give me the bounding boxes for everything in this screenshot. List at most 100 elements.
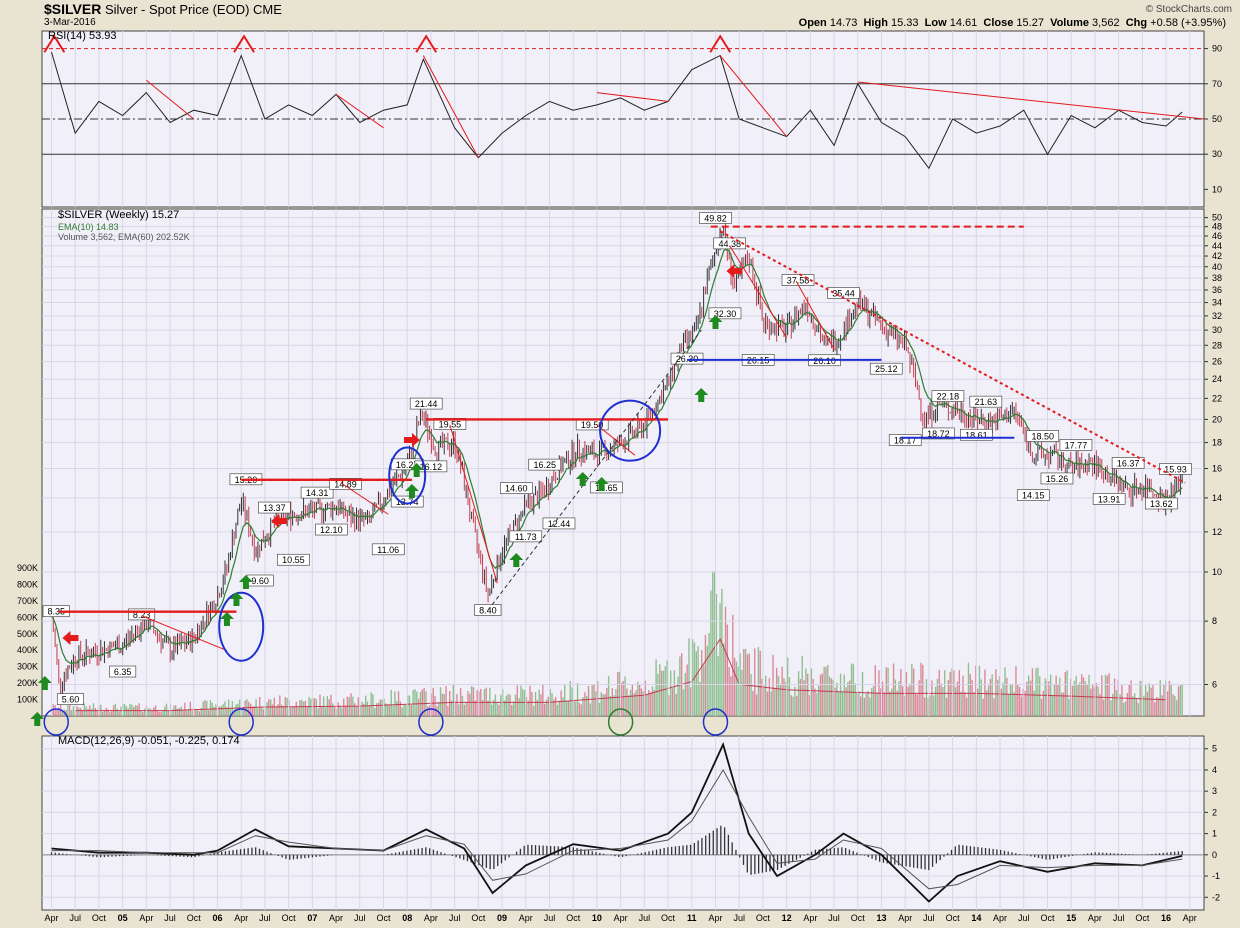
arrow-up-icon xyxy=(409,463,424,477)
price-label: 37.58 xyxy=(787,276,810,286)
price-tick-label: 32 xyxy=(1212,311,1222,321)
arrow-left-icon xyxy=(403,433,420,447)
price-label: 10.55 xyxy=(282,555,305,565)
rsi-trendline xyxy=(335,93,384,129)
arrow-left-icon xyxy=(271,514,288,528)
x-tick-label: Jul xyxy=(69,913,81,923)
date-circle xyxy=(418,708,444,736)
arrow-up-icon xyxy=(575,472,590,486)
x-tick-label: 11 xyxy=(687,913,697,923)
macd-tick-label: 2 xyxy=(1212,807,1217,817)
price-label-box xyxy=(922,427,955,440)
highlight-circle xyxy=(388,446,427,505)
price-tick-label: 8 xyxy=(1212,616,1217,626)
price-label-box xyxy=(888,434,922,446)
symbol: $SILVER xyxy=(44,1,102,17)
x-tick-label: Oct xyxy=(1040,913,1055,923)
price-label: 12.44 xyxy=(548,519,571,529)
macd-line xyxy=(51,741,1183,903)
price-label: 18.50 xyxy=(1031,432,1054,442)
price-label: 19.55 xyxy=(439,419,462,429)
price-label: 22.18 xyxy=(937,392,960,402)
arrow-up-icon xyxy=(708,315,723,329)
price-label-box xyxy=(713,237,747,250)
x-tick-label: Jul xyxy=(1113,913,1125,923)
price-tick-label: 10 xyxy=(1212,567,1222,577)
macd-tick-label: 0 xyxy=(1212,850,1217,860)
price-label: 21.63 xyxy=(975,397,998,407)
price-trendline xyxy=(340,482,389,515)
price-label-box xyxy=(670,352,704,365)
x-tick-label: Apr xyxy=(234,913,248,923)
uptrend-dashed-line xyxy=(487,329,702,611)
volume-tick-label: 400K xyxy=(17,645,38,655)
x-tick-label: Apr xyxy=(803,913,817,923)
price-label: 49.82 xyxy=(704,213,727,223)
macd-tick-label: 4 xyxy=(1212,765,1217,775)
x-tick-label: Jul xyxy=(639,913,651,923)
x-tick-label: Jul xyxy=(259,913,271,923)
x-tick-label: Oct xyxy=(1135,913,1150,923)
low-value: 14.61 xyxy=(949,17,978,29)
panel-1 xyxy=(41,208,1205,717)
price-label: 16.37 xyxy=(1117,458,1140,468)
price-label: 14.15 xyxy=(1022,491,1045,501)
x-tick-label: Oct xyxy=(376,913,391,923)
change-value: +0.58 (+3.95%) xyxy=(1150,17,1226,29)
x-tick-label: Jul xyxy=(164,913,176,923)
highlight-circle xyxy=(599,399,662,462)
close-value: 15.27 xyxy=(1016,17,1044,29)
macd-tick-label: 3 xyxy=(1212,786,1217,796)
arrow-up-icon xyxy=(404,484,419,498)
volume-legend: Volume 3,562, EMA(60) 202.52K xyxy=(58,232,190,242)
x-tick-label: Apr xyxy=(139,913,153,923)
price-label: 5.60 xyxy=(62,695,80,705)
price-label-box xyxy=(371,543,405,556)
volume-tick-label: 600K xyxy=(17,612,38,622)
rsi-trendline xyxy=(857,81,1205,120)
x-tick-label: 15 xyxy=(1066,913,1076,923)
price-label-box xyxy=(109,665,137,678)
price-label-box xyxy=(509,530,543,543)
x-tick-label: Apr xyxy=(44,913,58,923)
chart-date: 3-Mar-2016 xyxy=(44,17,96,28)
arrow-up-icon xyxy=(594,477,609,491)
price-label-box xyxy=(1016,489,1050,501)
price-label: 6.35 xyxy=(114,667,132,677)
x-tick-label: Apr xyxy=(519,913,533,923)
rsi-trendline xyxy=(596,92,669,102)
open-value: 14.73 xyxy=(829,17,858,29)
price-tick-label: 18 xyxy=(1212,438,1222,448)
macd-legend: MACD(12,26,9) -0.051, -0.225, 0.174 xyxy=(58,735,240,747)
ema-legend: EMA(10) 14.83 xyxy=(58,222,119,232)
price-label: 14.31 xyxy=(306,488,329,498)
price-trendline xyxy=(141,615,228,652)
price-label: 14.89 xyxy=(334,479,357,489)
x-tick-label: Apr xyxy=(614,913,628,923)
price-label-box xyxy=(708,307,742,320)
price-label-box xyxy=(329,478,362,490)
price-label-box xyxy=(1111,457,1145,469)
price-label-box xyxy=(300,486,334,499)
x-tick-label: Oct xyxy=(661,913,676,923)
x-tick-label: Apr xyxy=(993,913,1007,923)
x-tick-label: 06 xyxy=(212,913,222,923)
macd-tick-label: 1 xyxy=(1212,829,1217,839)
price-label-box xyxy=(1026,430,1060,442)
volume-tick-label: 800K xyxy=(17,579,38,589)
price-label: 18.61 xyxy=(965,430,988,440)
highlight-circle xyxy=(218,591,265,662)
price-label: 18.17 xyxy=(894,436,917,446)
x-tick-label: Apr xyxy=(708,913,722,923)
price-legend: $SILVER (Weekly) 15.27 xyxy=(58,209,179,221)
price-tick-label: 6 xyxy=(1212,679,1217,689)
x-tick-label: Oct xyxy=(471,913,486,923)
arrow-left-icon xyxy=(62,631,79,645)
downtrend-dotted-line xyxy=(719,230,1186,484)
x-tick-label: 12 xyxy=(782,913,792,923)
volume-value: 3,562 xyxy=(1092,17,1120,29)
x-tick-label: Jul xyxy=(828,913,840,923)
x-tick-label: Oct xyxy=(756,913,771,923)
arrow-up-icon xyxy=(238,575,253,589)
price-tick-label: 50 xyxy=(1212,213,1222,223)
